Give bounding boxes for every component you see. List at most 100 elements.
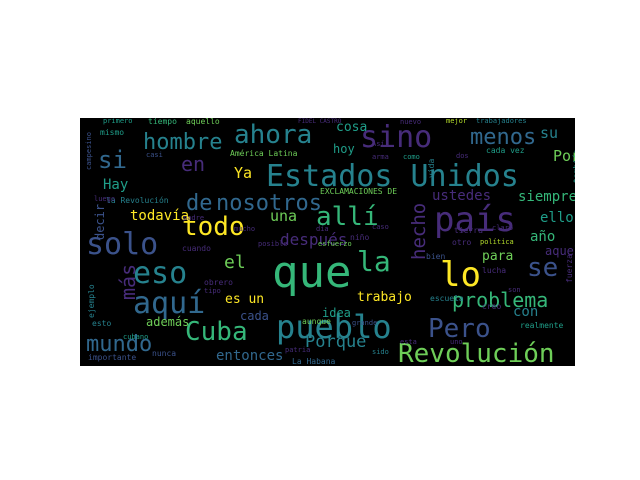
cloud-word: trabajadores — [476, 118, 527, 126]
cloud-word: esfuerzo — [318, 240, 352, 249]
cloud-word: ustedes — [432, 187, 492, 204]
cloud-word: año — [530, 228, 556, 245]
cloud-word: todavía — [130, 207, 190, 224]
cloud-word: allí — [316, 202, 379, 233]
cloud-word: vida — [427, 158, 436, 178]
cloud-word: aquí — [133, 286, 206, 321]
cloud-word: para — [482, 248, 514, 264]
cloud-word: fuerza — [565, 254, 574, 283]
cloud-word: política — [480, 238, 514, 247]
cloud-word: FIDEL CASTRO — [298, 118, 342, 126]
cloud-word: EXCLAMACIONES DE — [320, 186, 398, 196]
cloud-word: grande — [352, 319, 378, 328]
cloud-word: creo — [482, 301, 502, 311]
cloud-word: esto — [92, 318, 112, 328]
cloud-word: idea — [322, 306, 351, 321]
cloud-word: mismo — [100, 127, 125, 137]
cloud-word: Cuba — [185, 317, 248, 348]
cloud-word: menos — [470, 125, 537, 151]
cloud-word: luego — [94, 195, 116, 204]
cloud-word: hombre — [143, 130, 223, 156]
cloud-word: cada — [240, 309, 269, 324]
cloud-word: trabajo — [357, 289, 412, 305]
cloud-word: día — [316, 225, 329, 234]
cloud-word: Estados Unidos — [266, 159, 519, 194]
cloud-word: arma — [372, 153, 389, 162]
cloud-word: con — [513, 303, 539, 320]
cloud-word: patria — [285, 346, 311, 355]
cloud-word: padre — [183, 214, 205, 223]
cloud-word: problema — [452, 288, 549, 312]
cloud-word: es un — [225, 291, 265, 307]
cloud-word: tipo — [204, 287, 221, 296]
cloud-word: hoy — [333, 142, 355, 157]
cloud-word: dos — [456, 152, 469, 161]
word-cloud: que pueblo Estados Unidos país lo sino ahora aq… — [80, 118, 575, 366]
cloud-word: una — [270, 207, 298, 225]
cloud-word: La Habana — [292, 356, 336, 366]
cloud-word: mejor — [446, 118, 468, 126]
cloud-word: ahora — [234, 120, 313, 151]
cloud-word: la — [357, 244, 391, 278]
cloud-word: más — [116, 263, 140, 300]
cloud-word: Así — [372, 140, 385, 149]
cloud-word: pueblo — [276, 308, 392, 347]
cloud-word: la Revolución — [106, 195, 169, 205]
cloud-word: niño — [350, 232, 370, 242]
cloud-word: América Latina — [230, 148, 298, 158]
cloud-word: nuevo — [400, 118, 422, 127]
cloud-word: en — [181, 152, 206, 176]
cloud-word: nunca — [152, 348, 177, 358]
cloud-word: si — [98, 145, 127, 174]
cloud-word: cubano — [123, 333, 149, 342]
cloud-word: nosotros — [216, 191, 322, 217]
cloud-word: su — [540, 124, 559, 142]
cloud-word: eso — [133, 256, 188, 291]
cloud-word: que — [272, 246, 352, 298]
cloud-word: bien — [426, 251, 446, 261]
cloud-word: el — [224, 251, 246, 273]
cloud-word: Pero — [428, 314, 491, 345]
cloud-word: cada vez — [486, 145, 525, 155]
cloud-word: aquella — [545, 244, 575, 259]
cloud-word: mucho — [234, 225, 256, 234]
cloud-word: Ya — [234, 164, 253, 182]
cloud-word: Revolución — [398, 339, 555, 366]
cloud-word: son — [508, 286, 521, 295]
cloud-word: como — [403, 153, 420, 162]
cloud-word: Por — [553, 147, 575, 165]
cloud-word: primero — [103, 118, 133, 126]
cloud-word: realmente — [520, 320, 564, 330]
cloud-word: otro — [452, 237, 472, 247]
cloud-word: uno — [450, 338, 463, 347]
cloud-word: ello — [540, 209, 574, 226]
cloud-word: Hay — [103, 176, 129, 193]
cloud-word: sido — [372, 348, 389, 357]
cloud-word: campesino — [85, 132, 93, 170]
cloud-word: claro — [492, 224, 514, 233]
cloud-word: aunque — [302, 316, 331, 326]
cloud-word: solo — [86, 227, 159, 262]
cloud-word: caso — [372, 223, 389, 232]
cloud-word: siempre — [518, 188, 575, 205]
cloud-word: entonces — [216, 347, 284, 364]
cloud-word: país — [434, 199, 516, 240]
cloud-word: todo — [182, 212, 245, 243]
cloud-word: escuela — [430, 293, 464, 303]
cloud-word: cosa — [336, 119, 368, 135]
cloud-word: sino — [360, 120, 433, 155]
cloud-word: además — [146, 315, 190, 330]
cloud-word: decir — [93, 203, 107, 240]
cloud-word: importante — [88, 352, 137, 362]
cloud-word: mundo — [86, 332, 153, 358]
cloud-word: Porque — [305, 332, 367, 353]
cloud-word: tierra — [454, 225, 483, 235]
cloud-word: lucha — [482, 265, 507, 275]
cloud-word: obrero — [204, 277, 233, 287]
cloud-word: de — [186, 191, 213, 217]
cloud-word: también — [572, 149, 575, 183]
cloud-word: tiempo — [148, 118, 177, 126]
cloud-word: casi — [146, 151, 163, 160]
cloud-word: posible — [258, 240, 288, 249]
cloud-word: lo — [440, 254, 481, 295]
